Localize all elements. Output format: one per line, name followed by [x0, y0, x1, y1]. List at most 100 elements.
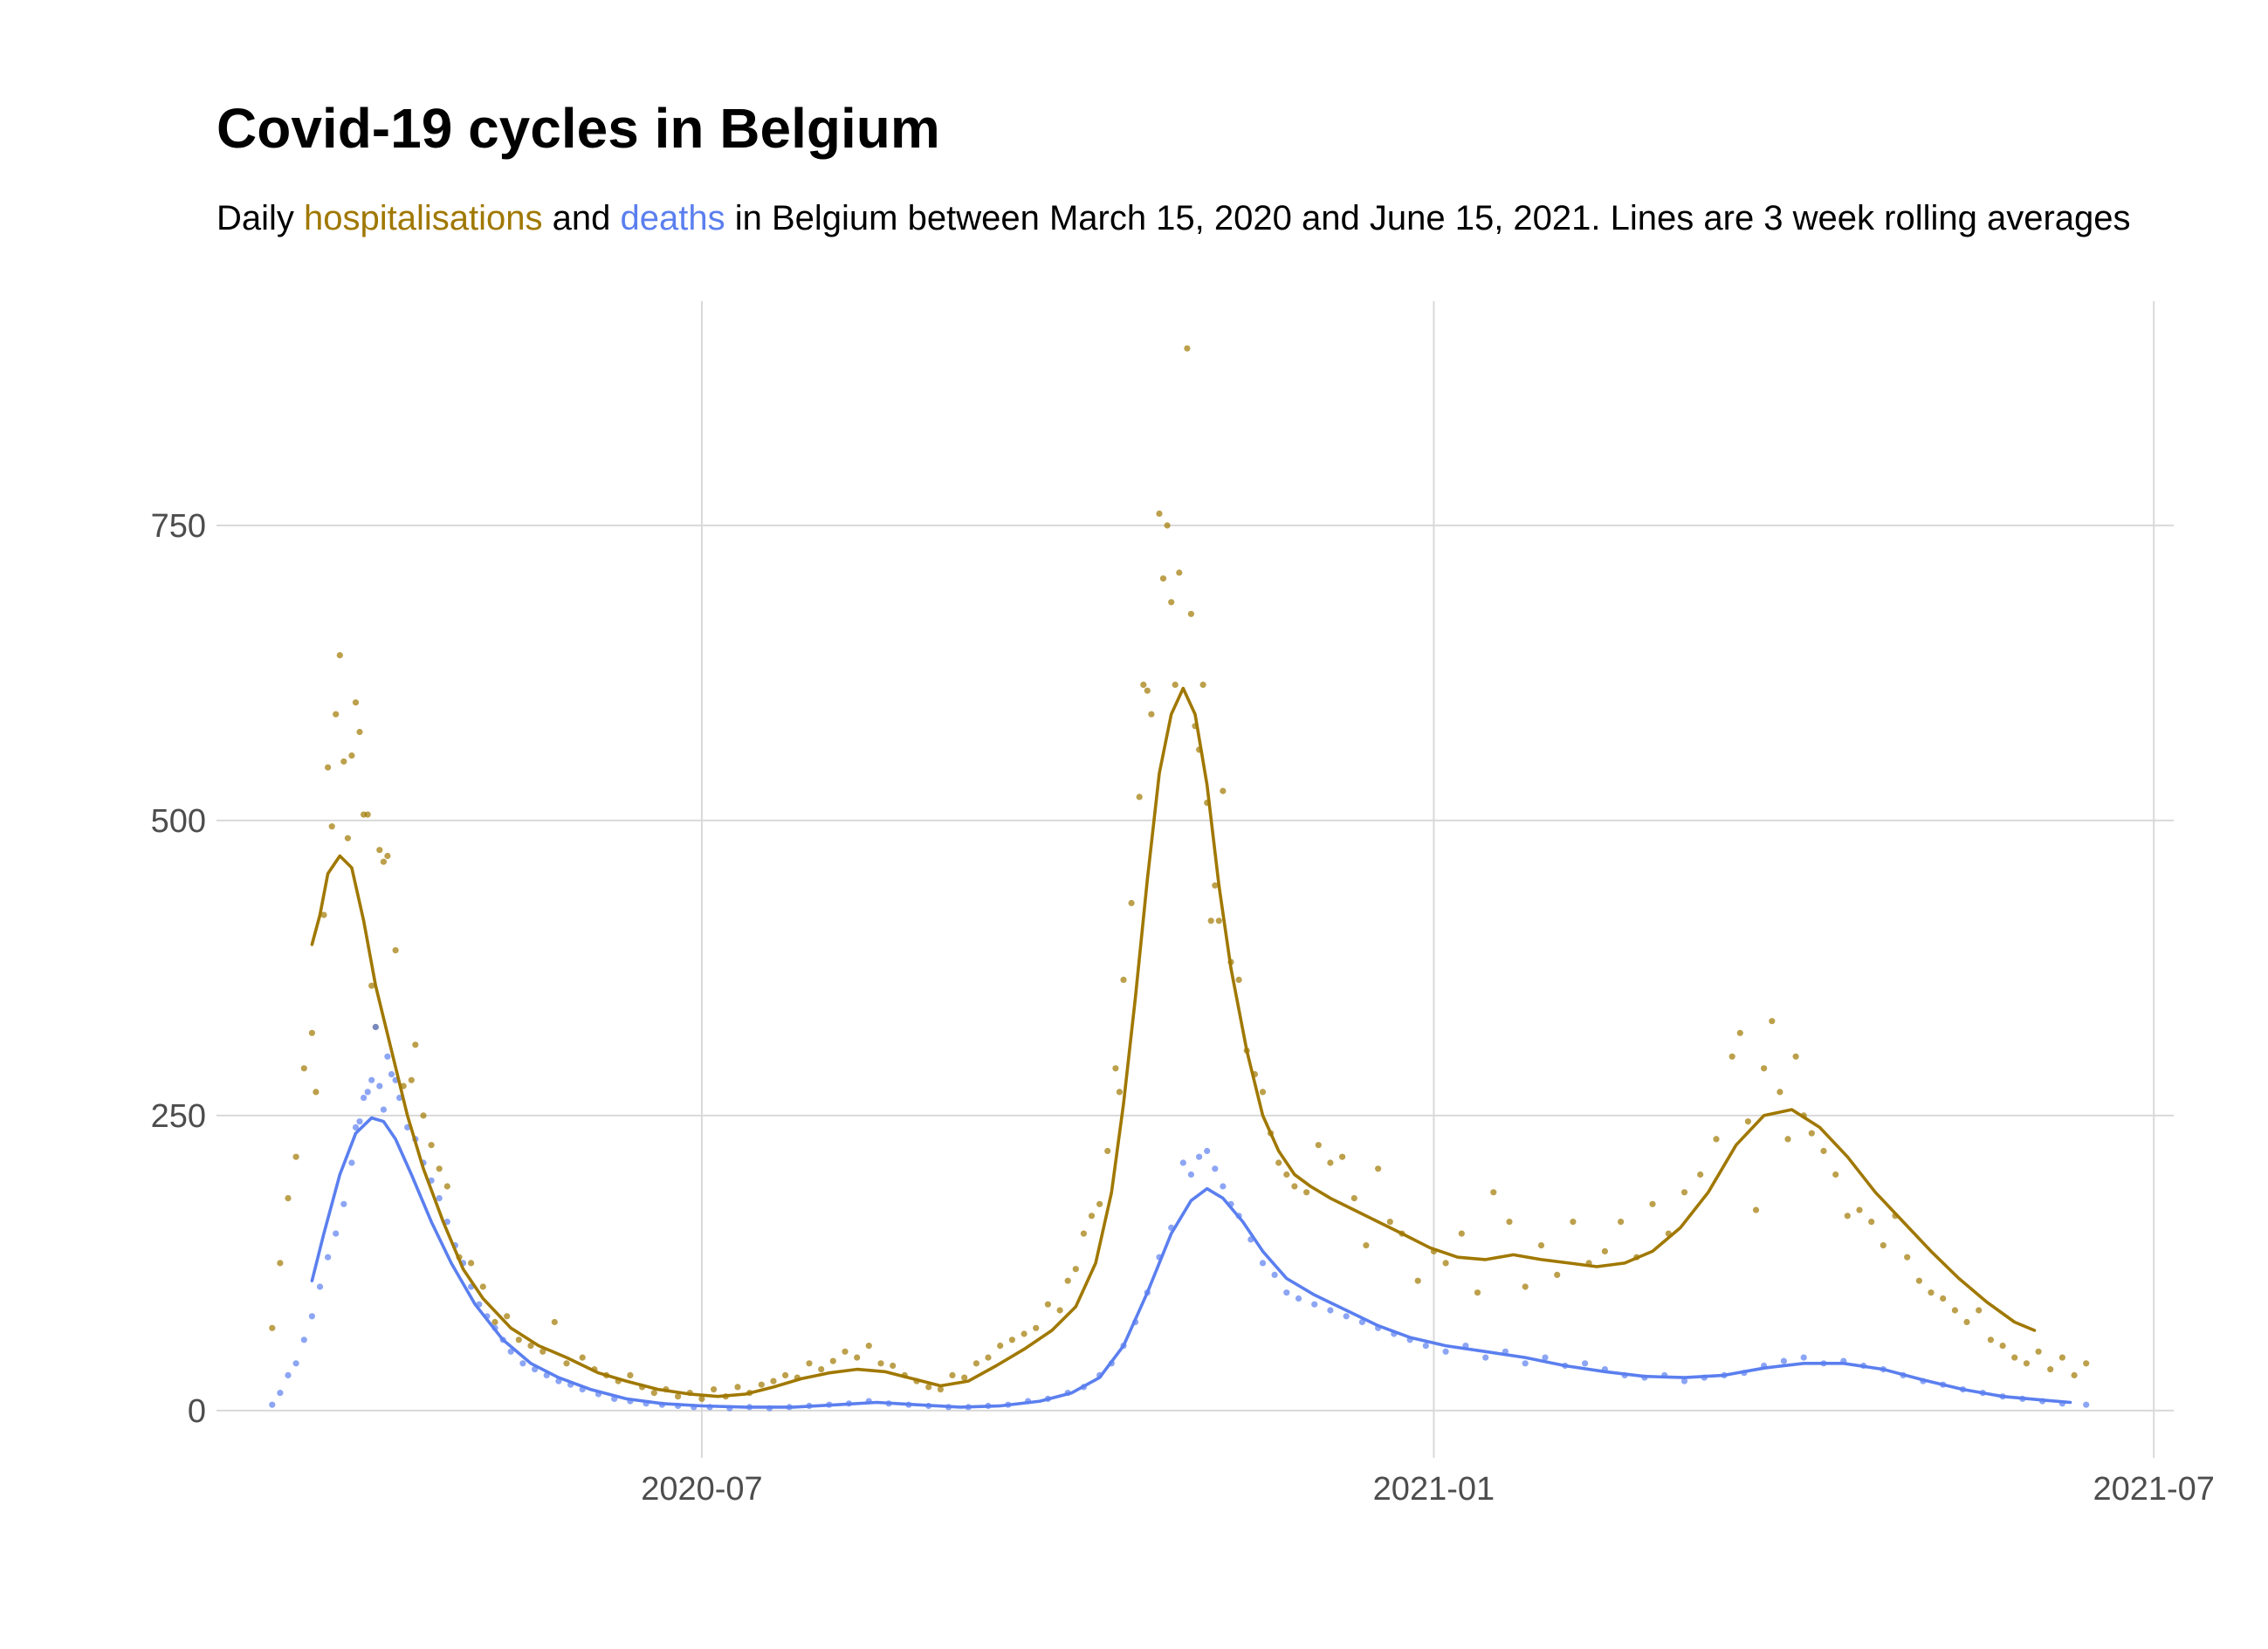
deaths-point	[384, 1053, 391, 1060]
hospitalisations-point	[344, 835, 351, 842]
deaths-point	[352, 1123, 360, 1130]
hospitalisations-point	[1116, 1089, 1123, 1096]
hospitalisations-point	[890, 1362, 897, 1370]
hospitalisations-point	[1315, 1142, 1322, 1149]
grid-lines	[216, 301, 2174, 1458]
hospitalisations-point	[1570, 1219, 1577, 1226]
hospitalisations-point	[842, 1348, 849, 1355]
hospitalisations-point	[368, 982, 375, 989]
hospitalisations-point	[1283, 1171, 1290, 1178]
hospitalisations-point	[2083, 1360, 2090, 1367]
deaths-point	[380, 1106, 387, 1113]
subtitle-suffix: in Belgium between March 15, 2020 and Ju…	[725, 199, 2131, 237]
hospitalisations-point	[1212, 882, 1219, 889]
hospitalisations-point	[563, 1360, 570, 1367]
hospitalisations-point	[2035, 1348, 2042, 1355]
hospitalisations-point	[1021, 1330, 1027, 1337]
hospitalisations-point	[333, 711, 340, 718]
hospitalisations-point	[408, 1076, 415, 1083]
deaths-point	[356, 1118, 363, 1125]
hospitalisations-point	[2071, 1371, 2078, 1378]
hospitalisations-point	[325, 764, 332, 771]
hospitalisations-point	[1080, 1230, 1087, 1237]
hospitalisations-point	[328, 823, 335, 830]
hospitalisations-point	[1339, 1153, 1346, 1160]
hospitalisations-point	[356, 728, 363, 736]
deaths-point	[333, 1230, 340, 1237]
hospitalisations-point	[1808, 1130, 1815, 1137]
hospitalisations-point	[997, 1343, 1004, 1350]
deaths-point	[1295, 1295, 1302, 1302]
hospitalisations-point	[1554, 1271, 1561, 1278]
deaths-point	[1220, 1183, 1227, 1190]
chart-title: Covid-19 cycles in Belgium	[216, 97, 940, 160]
hospitalisations-point	[1856, 1206, 1863, 1213]
hospitalisations-point	[1820, 1147, 1827, 1155]
hospitalisations-point	[479, 1283, 486, 1290]
deaths-point	[396, 1095, 403, 1102]
hospitalisations-point	[1414, 1277, 1421, 1284]
hospitalisations-point	[1220, 787, 1227, 794]
hospitalisations-point	[443, 1183, 450, 1190]
x-axis-tick-labels: 2020-07 2021-01 2021-07	[641, 1471, 2215, 1508]
hospitalisations-point	[1088, 1213, 1096, 1220]
hospitalisations-point	[865, 1343, 872, 1350]
hospitalisations-point	[1168, 599, 1175, 606]
hospitalisations-point	[285, 1195, 292, 1202]
hospitalisations-point	[364, 811, 371, 818]
deaths-point	[364, 1089, 371, 1096]
hospitalisations-point	[504, 1313, 511, 1320]
hospitalisations-point	[2023, 1360, 2030, 1367]
hospitalisations-point	[650, 1390, 657, 1397]
deaths-point	[1542, 1354, 1549, 1361]
hospitalisations-point	[770, 1378, 777, 1384]
hospitalisations-point	[1951, 1307, 1958, 1314]
hospitalisations-point	[1904, 1254, 1911, 1261]
hospitalisations-point	[1215, 917, 1222, 924]
hospitalisations-point	[412, 1041, 419, 1048]
y-tick-label: 750	[151, 508, 206, 545]
subtitle-deaths-word: deaths	[620, 199, 725, 237]
hospitalisations-point	[1156, 510, 1163, 518]
hospitalisations-point	[877, 1360, 884, 1367]
hospitalisations-point	[313, 1089, 320, 1096]
hospitalisations-point	[380, 858, 387, 865]
hospitalisations-point	[1303, 1189, 1310, 1196]
y-tick-label: 0	[188, 1393, 206, 1430]
hospitalisations-point	[1697, 1171, 1704, 1178]
hospitalisations-point	[1375, 1165, 1382, 1172]
hospitalisations-point	[1363, 1242, 1370, 1249]
deaths-point	[1343, 1313, 1350, 1320]
deaths-point	[1187, 1171, 1194, 1178]
hospitalisations-point	[1008, 1336, 1015, 1343]
hospitalisations-point	[1128, 899, 1135, 907]
hospitalisations-point	[1140, 681, 1147, 689]
hospitalisations-point	[1136, 794, 1143, 800]
hospitalisations-point	[1235, 976, 1242, 983]
deaths-point	[436, 1195, 443, 1202]
hospitalisations-point	[1601, 1247, 1608, 1254]
deaths-point	[285, 1371, 292, 1378]
deaths-point	[1327, 1307, 1334, 1314]
hospitalisations-point	[1963, 1318, 1970, 1326]
subtitle-mid: and	[542, 199, 621, 237]
hospitalisations-point	[1728, 1053, 1735, 1060]
hospitalisations-point	[1159, 575, 1167, 582]
hospitalisations-point	[711, 1386, 718, 1393]
hospitalisations-point	[937, 1386, 944, 1393]
hospitalisations-point	[2011, 1354, 2018, 1361]
hospitalisations-point	[1792, 1053, 1799, 1060]
hospitalisations-point	[579, 1354, 586, 1361]
hospitalisations-point	[277, 1260, 284, 1267]
hospitalisations-point	[1072, 1266, 1079, 1273]
hospitalisations-point	[1176, 569, 1183, 576]
deaths-point	[1311, 1301, 1318, 1308]
subtitle-hospitalisations-word: hospitalisations	[304, 199, 543, 237]
hospitalisations-point	[2047, 1366, 2054, 1373]
deaths-point	[443, 1219, 450, 1226]
hospitalisations-point	[782, 1371, 789, 1378]
deaths-point	[361, 1095, 368, 1102]
hospitalisations-point	[1184, 345, 1191, 352]
deaths-point	[388, 1071, 395, 1078]
